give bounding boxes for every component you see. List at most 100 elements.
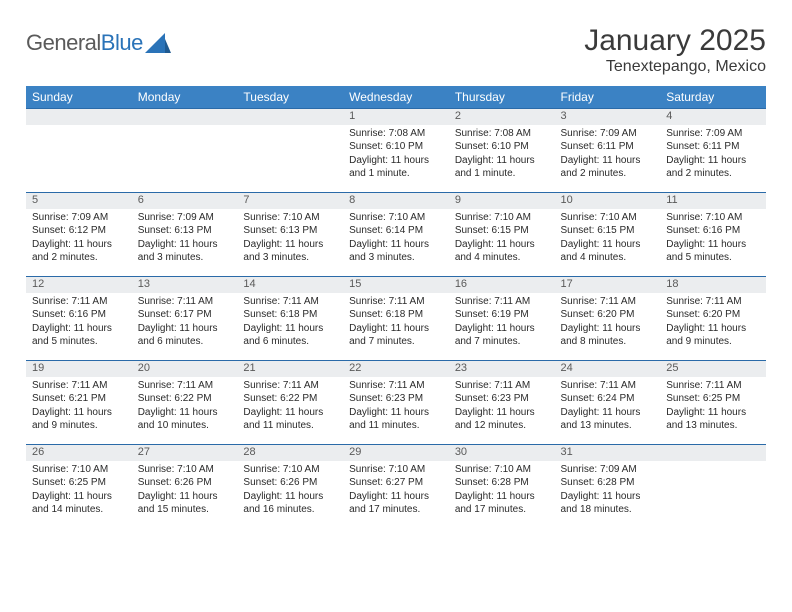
- sunset-text: Sunset: 6:27 PM: [349, 476, 443, 490]
- sunset-text: Sunset: 6:19 PM: [455, 308, 549, 322]
- day-number-cell: 20: [132, 361, 238, 377]
- sunset-text: Sunset: 6:28 PM: [561, 476, 655, 490]
- day-header: Wednesday: [343, 86, 449, 109]
- day-content-cell: Sunrise: 7:11 AMSunset: 6:23 PMDaylight:…: [449, 377, 555, 445]
- sunrise-text: Sunrise: 7:11 AM: [138, 295, 232, 309]
- day-content-cell: Sunrise: 7:11 AMSunset: 6:24 PMDaylight:…: [555, 377, 661, 445]
- daylight-text: Daylight: 11 hours and 3 minutes.: [349, 238, 443, 265]
- title-block: January 2025 Tenextepango, Mexico: [584, 24, 766, 76]
- day-number-cell: 29: [343, 445, 449, 461]
- daylight-text: Daylight: 11 hours and 11 minutes.: [349, 406, 443, 433]
- daylight-text: Daylight: 11 hours and 6 minutes.: [243, 322, 337, 349]
- sunset-text: Sunset: 6:16 PM: [666, 224, 760, 238]
- day-content-cell: Sunrise: 7:08 AMSunset: 6:10 PMDaylight:…: [343, 125, 449, 193]
- sunrise-text: Sunrise: 7:11 AM: [138, 379, 232, 393]
- day-content-cell: Sunrise: 7:11 AMSunset: 6:16 PMDaylight:…: [26, 293, 132, 361]
- daylight-text: Daylight: 11 hours and 3 minutes.: [243, 238, 337, 265]
- day-header: Thursday: [449, 86, 555, 109]
- day-header: Saturday: [660, 86, 766, 109]
- day-number-cell: 24: [555, 361, 661, 377]
- day-number-cell: 17: [555, 277, 661, 293]
- logo-text: GeneralBlue: [26, 30, 143, 56]
- sunrise-text: Sunrise: 7:11 AM: [455, 295, 549, 309]
- day-content-cell: Sunrise: 7:10 AMSunset: 6:15 PMDaylight:…: [555, 209, 661, 277]
- day-number-cell: 30: [449, 445, 555, 461]
- sunrise-text: Sunrise: 7:11 AM: [561, 379, 655, 393]
- daylight-text: Daylight: 11 hours and 10 minutes.: [138, 406, 232, 433]
- daylight-text: Daylight: 11 hours and 5 minutes.: [666, 238, 760, 265]
- sunset-text: Sunset: 6:18 PM: [349, 308, 443, 322]
- sunset-text: Sunset: 6:28 PM: [455, 476, 549, 490]
- day-header: Friday: [555, 86, 661, 109]
- sunrise-text: Sunrise: 7:11 AM: [349, 379, 443, 393]
- day-number-cell: 28: [237, 445, 343, 461]
- daylight-text: Daylight: 11 hours and 2 minutes.: [561, 154, 655, 181]
- day-number-cell: 12: [26, 277, 132, 293]
- day-content-cell: Sunrise: 7:10 AMSunset: 6:13 PMDaylight:…: [237, 209, 343, 277]
- sunrise-text: Sunrise: 7:10 AM: [138, 463, 232, 477]
- sunrise-text: Sunrise: 7:09 AM: [561, 127, 655, 141]
- day-content-cell: Sunrise: 7:11 AMSunset: 6:20 PMDaylight:…: [555, 293, 661, 361]
- sunset-text: Sunset: 6:12 PM: [32, 224, 126, 238]
- day-number-cell: 3: [555, 109, 661, 125]
- week-content-row: Sunrise: 7:11 AMSunset: 6:16 PMDaylight:…: [26, 293, 766, 361]
- day-number-cell: 11: [660, 193, 766, 209]
- day-content-cell: Sunrise: 7:11 AMSunset: 6:18 PMDaylight:…: [237, 293, 343, 361]
- day-content-cell: Sunrise: 7:10 AMSunset: 6:16 PMDaylight:…: [660, 209, 766, 277]
- day-number-cell: 1: [343, 109, 449, 125]
- daylight-text: Daylight: 11 hours and 13 minutes.: [666, 406, 760, 433]
- sunrise-text: Sunrise: 7:11 AM: [32, 379, 126, 393]
- sunset-text: Sunset: 6:16 PM: [32, 308, 126, 322]
- calendar-page: GeneralBlue January 2025 Tenextepango, M…: [0, 0, 792, 553]
- day-content-cell: Sunrise: 7:10 AMSunset: 6:25 PMDaylight:…: [26, 461, 132, 529]
- logo: GeneralBlue: [26, 24, 171, 56]
- sunrise-text: Sunrise: 7:09 AM: [561, 463, 655, 477]
- sunset-text: Sunset: 6:25 PM: [666, 392, 760, 406]
- sunset-text: Sunset: 6:14 PM: [349, 224, 443, 238]
- day-content-cell: Sunrise: 7:09 AMSunset: 6:28 PMDaylight:…: [555, 461, 661, 529]
- week-number-row: 1234: [26, 109, 766, 125]
- sunrise-text: Sunrise: 7:11 AM: [666, 295, 760, 309]
- day-number-cell: 4: [660, 109, 766, 125]
- page-header: GeneralBlue January 2025 Tenextepango, M…: [26, 24, 766, 76]
- week-content-row: Sunrise: 7:08 AMSunset: 6:10 PMDaylight:…: [26, 125, 766, 193]
- daylight-text: Daylight: 11 hours and 5 minutes.: [32, 322, 126, 349]
- sunset-text: Sunset: 6:23 PM: [455, 392, 549, 406]
- logo-triangle-icon: [145, 33, 171, 53]
- day-content-cell: [660, 461, 766, 529]
- sunrise-text: Sunrise: 7:10 AM: [243, 463, 337, 477]
- daylight-text: Daylight: 11 hours and 15 minutes.: [138, 490, 232, 517]
- day-number-cell: 8: [343, 193, 449, 209]
- daylight-text: Daylight: 11 hours and 17 minutes.: [455, 490, 549, 517]
- sunrise-text: Sunrise: 7:10 AM: [32, 463, 126, 477]
- location: Tenextepango, Mexico: [584, 58, 766, 76]
- day-content-cell: Sunrise: 7:08 AMSunset: 6:10 PMDaylight:…: [449, 125, 555, 193]
- sunrise-text: Sunrise: 7:10 AM: [666, 211, 760, 225]
- day-content-cell: Sunrise: 7:10 AMSunset: 6:26 PMDaylight:…: [132, 461, 238, 529]
- sunset-text: Sunset: 6:24 PM: [561, 392, 655, 406]
- week-number-row: 262728293031: [26, 445, 766, 461]
- week-content-row: Sunrise: 7:09 AMSunset: 6:12 PMDaylight:…: [26, 209, 766, 277]
- daylight-text: Daylight: 11 hours and 2 minutes.: [32, 238, 126, 265]
- daylight-text: Daylight: 11 hours and 12 minutes.: [455, 406, 549, 433]
- day-number-cell: 26: [26, 445, 132, 461]
- day-number-cell: 16: [449, 277, 555, 293]
- sunrise-text: Sunrise: 7:10 AM: [455, 211, 549, 225]
- day-number-cell: 19: [26, 361, 132, 377]
- sunrise-text: Sunrise: 7:11 AM: [349, 295, 443, 309]
- day-content-cell: Sunrise: 7:11 AMSunset: 6:21 PMDaylight:…: [26, 377, 132, 445]
- sunrise-text: Sunrise: 7:11 AM: [561, 295, 655, 309]
- daylight-text: Daylight: 11 hours and 2 minutes.: [666, 154, 760, 181]
- day-number-cell: [132, 109, 238, 125]
- logo-text-blue: Blue: [101, 30, 143, 55]
- daylight-text: Daylight: 11 hours and 4 minutes.: [561, 238, 655, 265]
- day-content-cell: Sunrise: 7:09 AMSunset: 6:13 PMDaylight:…: [132, 209, 238, 277]
- sunset-text: Sunset: 6:22 PM: [243, 392, 337, 406]
- day-content-cell: Sunrise: 7:11 AMSunset: 6:25 PMDaylight:…: [660, 377, 766, 445]
- sunset-text: Sunset: 6:15 PM: [455, 224, 549, 238]
- daylight-text: Daylight: 11 hours and 1 minute.: [455, 154, 549, 181]
- daylight-text: Daylight: 11 hours and 3 minutes.: [138, 238, 232, 265]
- day-header-row: Sunday Monday Tuesday Wednesday Thursday…: [26, 86, 766, 109]
- day-number-cell: 6: [132, 193, 238, 209]
- daylight-text: Daylight: 11 hours and 17 minutes.: [349, 490, 443, 517]
